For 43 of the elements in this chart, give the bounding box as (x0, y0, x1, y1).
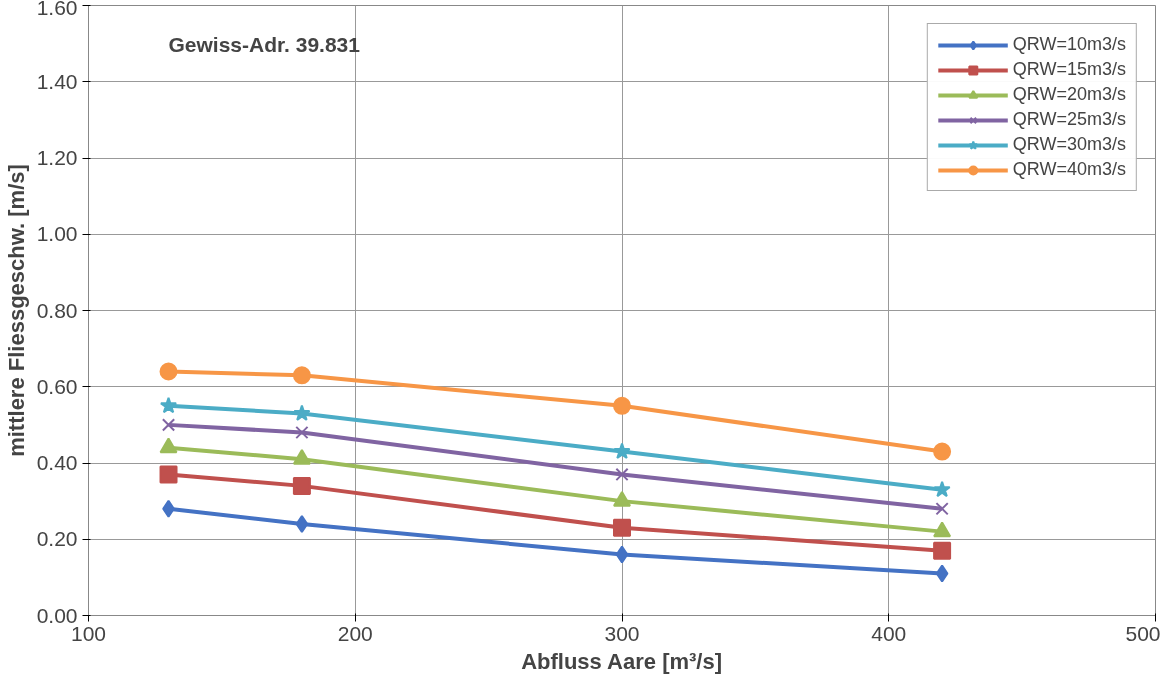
y-tick-label: 1.00 (36, 222, 78, 246)
legend-label: QRW=10m3/s (1012, 34, 1126, 55)
point (613, 518, 631, 537)
point (933, 521, 952, 538)
y-tick-label: 0.20 (36, 527, 78, 551)
point (159, 362, 178, 381)
x-tick-label: 400 (871, 621, 907, 645)
point (159, 437, 178, 454)
legend-label: QRW=30m3/s (1012, 134, 1126, 155)
point (933, 480, 951, 498)
point (935, 564, 949, 583)
y-axis-title: mittlere Fliessgeschw. [m/s] (3, 164, 29, 457)
legend-label: QRW=15m3/s (1012, 59, 1126, 80)
x-axis-title: Abfluss Aare [m³/s] (521, 648, 723, 674)
x-tick-label: 500 (1125, 621, 1161, 645)
point (933, 541, 952, 560)
point (292, 366, 311, 385)
point (933, 442, 952, 461)
point (161, 418, 176, 432)
point (615, 545, 629, 564)
point (293, 404, 311, 421)
point (159, 396, 178, 414)
x-tick-label: 300 (604, 621, 640, 645)
y-tick-label: 0.40 (36, 451, 78, 474)
point (292, 476, 311, 495)
annotation: Gewiss-Adr. 39.831 (168, 32, 361, 56)
point (159, 465, 178, 484)
y-tick-label: 0.80 (36, 298, 78, 322)
y-tick-label: 1.60 (36, 0, 78, 19)
y-tick-label: 1.40 (36, 69, 78, 93)
legend-label: QRW=25m3/s (1012, 109, 1126, 130)
y-tick-label: 0.00 (36, 603, 78, 627)
point (613, 396, 631, 415)
point (615, 467, 629, 482)
point (295, 515, 309, 533)
legend-label: QRW=40m3/s (1012, 159, 1126, 180)
point (935, 502, 949, 516)
point (295, 425, 309, 440)
legend-label: QRW=20m3/s (1012, 84, 1126, 105)
y-tick-label: 1.20 (36, 146, 78, 169)
point (613, 442, 631, 460)
y-tick-label: 0.60 (36, 374, 78, 398)
x-tick-label: 200 (337, 621, 373, 645)
